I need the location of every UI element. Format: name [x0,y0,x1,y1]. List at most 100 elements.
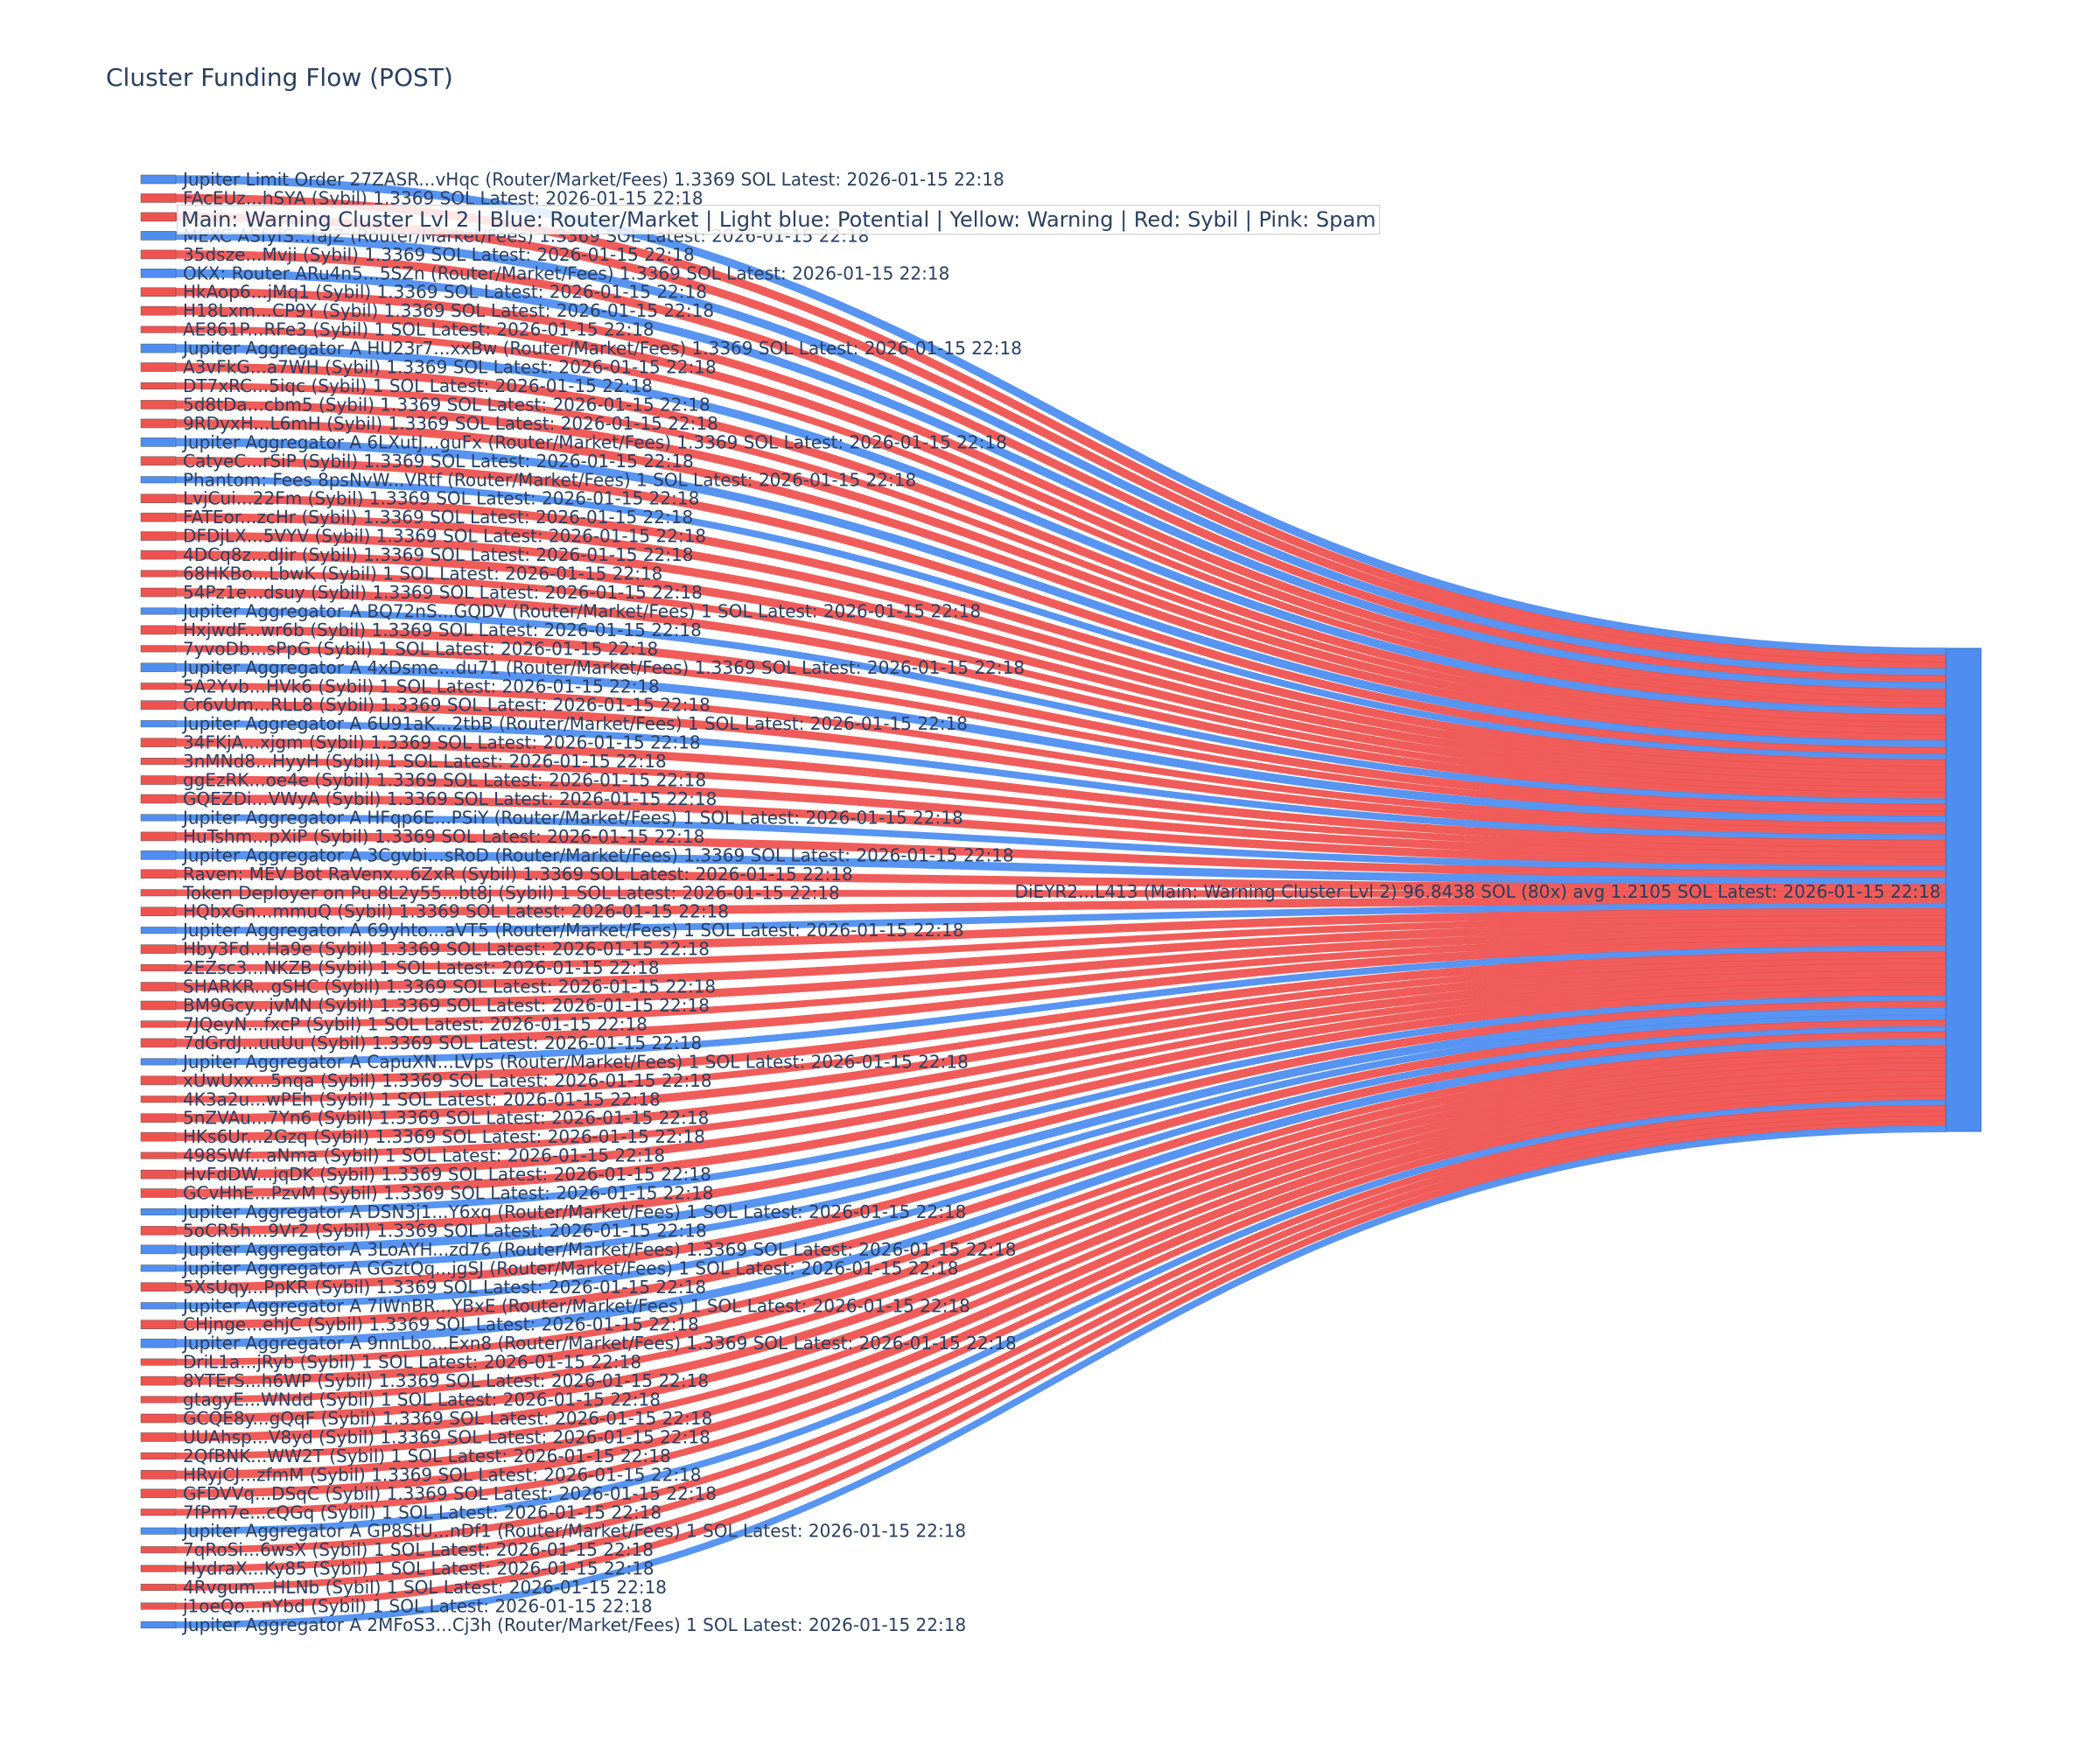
flow-link[interactable] [175,934,1947,1028]
source-node[interactable] [140,193,177,203]
flow-link[interactable] [175,962,1947,1123]
source-node[interactable] [140,1302,177,1310]
source-node[interactable] [140,1621,177,1628]
source-node[interactable] [140,1188,177,1198]
source-node[interactable] [140,1113,177,1123]
source-node[interactable] [140,831,177,842]
source-node[interactable] [140,1508,177,1516]
source-node[interactable] [140,869,177,879]
flow-link[interactable] [175,1045,1947,1366]
flow-link[interactable] [175,1000,1947,1236]
source-node[interactable] [140,174,177,185]
flow-link[interactable] [175,957,1947,1103]
flow-link[interactable] [175,531,1947,781]
source-node[interactable] [140,1338,177,1348]
source-node[interactable] [140,1413,177,1424]
source-node[interactable] [140,625,177,635]
source-node[interactable] [140,1396,177,1404]
source-node[interactable] [140,682,177,690]
flow-link[interactable] [175,1038,1947,1348]
flow-link[interactable] [175,1007,1947,1254]
flow-link[interactable] [175,758,1947,853]
flow-link[interactable] [175,896,1947,916]
source-node[interactable] [140,964,177,972]
flow-link[interactable] [175,1099,1947,1535]
source-node[interactable] [140,1244,177,1255]
flow-link[interactable] [175,400,1947,735]
flow-link[interactable] [175,1081,1947,1480]
source-node[interactable] [140,212,177,222]
flow-link[interactable] [175,850,1947,886]
flow-link[interactable] [175,970,1947,1141]
source-node[interactable] [140,775,177,785]
source-node[interactable] [140,906,177,916]
flow-link[interactable] [175,306,1947,704]
source-node[interactable] [140,944,177,954]
source-node[interactable] [140,1432,177,1442]
flow-link[interactable] [175,945,1947,1066]
flow-link[interactable] [175,927,1947,1010]
source-node[interactable] [140,418,177,429]
source-node[interactable] [140,362,177,372]
flow-link[interactable] [175,907,1947,954]
flow-link[interactable] [175,794,1947,867]
flow-link[interactable] [175,1026,1947,1310]
source-node[interactable] [140,1075,177,1086]
flow-link[interactable] [175,570,1947,794]
source-node[interactable] [140,1527,177,1535]
source-node[interactable] [140,1208,177,1215]
flow-link[interactable] [175,1068,1947,1442]
flow-link[interactable] [175,775,1947,860]
flow-link[interactable] [175,700,1947,836]
flow-link[interactable] [175,231,1947,677]
flow-link[interactable] [175,1050,1947,1385]
flow-link[interactable] [175,902,1947,934]
flow-link[interactable] [175,1120,1947,1610]
source-node[interactable] [140,287,177,297]
flow-link[interactable] [175,382,1947,729]
target-node[interactable] [1945,648,1982,1132]
flow-link[interactable] [175,988,1947,1198]
flow-link[interactable] [175,1018,1947,1292]
flow-link[interactable] [175,494,1947,767]
source-node[interactable] [140,269,177,278]
source-node[interactable] [140,1584,177,1592]
source-node[interactable] [140,1264,177,1272]
source-node[interactable] [140,720,177,728]
flow-link[interactable] [175,1075,1947,1460]
flow-link[interactable] [175,889,1947,898]
source-node[interactable] [140,850,177,860]
source-node[interactable] [140,1131,177,1142]
flow-link[interactable] [175,663,1947,824]
flow-link[interactable] [175,1014,1947,1272]
source-node[interactable] [140,1602,177,1610]
source-node[interactable] [140,927,177,934]
flow-link[interactable] [175,995,1947,1215]
source-node[interactable] [140,1452,177,1460]
source-node[interactable] [140,531,177,541]
flow-link[interactable] [175,1125,1947,1628]
source-node[interactable] [140,794,177,804]
flow-link[interactable] [175,1031,1947,1329]
flow-link[interactable] [175,920,1947,991]
flow-link[interactable] [175,626,1947,812]
source-node[interactable] [140,438,177,447]
source-node[interactable] [140,1000,177,1011]
flow-link[interactable] [175,250,1947,684]
source-node[interactable] [140,1038,177,1048]
flow-link[interactable] [175,213,1947,670]
source-node[interactable] [140,607,177,615]
source-node[interactable] [140,700,177,710]
source-node[interactable] [140,662,177,673]
source-node[interactable] [140,645,177,653]
flow-link[interactable] [175,738,1947,848]
source-node[interactable] [140,1320,177,1329]
flow-link[interactable] [175,513,1947,774]
flow-link[interactable] [175,950,1947,1085]
flow-link[interactable] [175,1104,1947,1554]
flow-link[interactable] [175,938,1947,1047]
flow-link[interactable] [175,814,1947,872]
flow-link[interactable] [175,1056,1947,1404]
source-node[interactable] [140,1169,177,1180]
source-node[interactable] [140,1376,177,1386]
